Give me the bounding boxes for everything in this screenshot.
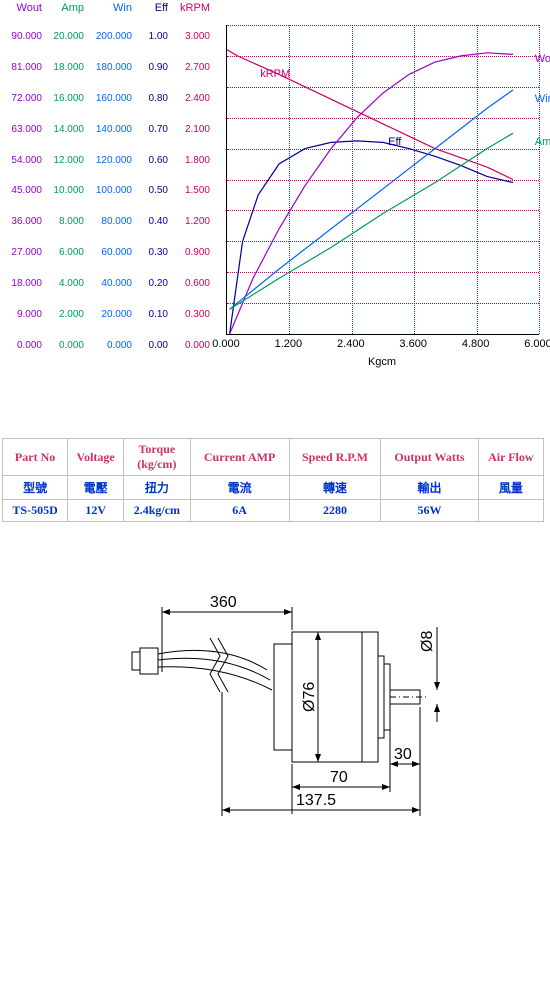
series-win [230,90,513,309]
dim-shaft-len: 30 [394,746,412,763]
dim-front-len: 70 [330,769,348,786]
dim-total-len: 137.5 [296,792,336,809]
data-row: TS-505D12V2.4kg/cm6A228056W [3,500,544,522]
x-axis-title: Kgcm [226,356,538,368]
series-eff [230,141,513,334]
y-axis-krpm: kRPM3.0002.7002.4002.1001.8001.5001.2000… [170,2,212,362]
dim-cable-length: 360 [210,594,237,611]
series-label-eff: Eff [388,136,401,148]
mechanical-drawing: 360 Ø76 Ø8 [2,582,548,862]
dim-body-dia: Ø76 [301,682,318,712]
series-amp [230,133,513,309]
series-label-win: Win [535,93,550,105]
y-axis-wout: Wout90.00081.00072.00063.00054.00045.000… [2,2,44,362]
series-wout [230,53,513,334]
series-label-krpm: kRPM [260,68,290,80]
dim-shaft-dia: Ø8 [419,631,436,652]
series-label-wout: Wout [535,53,550,65]
series-label-amp: Amp [535,136,550,148]
plot-area: kRPMEffWoutWinAmp [226,25,539,335]
header-row-chinese: 型號電壓扭力電流轉速輸出風量 [3,476,544,500]
spec-table: Part NoVoltageTorque (kg/cm)Current AMPS… [2,438,544,522]
header-row-english: Part NoVoltageTorque (kg/cm)Current AMPS… [3,439,544,476]
motor-performance-chart: Wout90.00081.00072.00063.00054.00045.000… [2,2,548,382]
y-axis-win: Win200.000180.000160.000140.000120.00010… [86,2,134,362]
y-axis-amp: Amp20.00018.00016.00014.00012.00010.0008… [44,2,86,362]
y-axis-eff: Eff1.000.900.800.700.600.500.400.300.200… [134,2,170,362]
